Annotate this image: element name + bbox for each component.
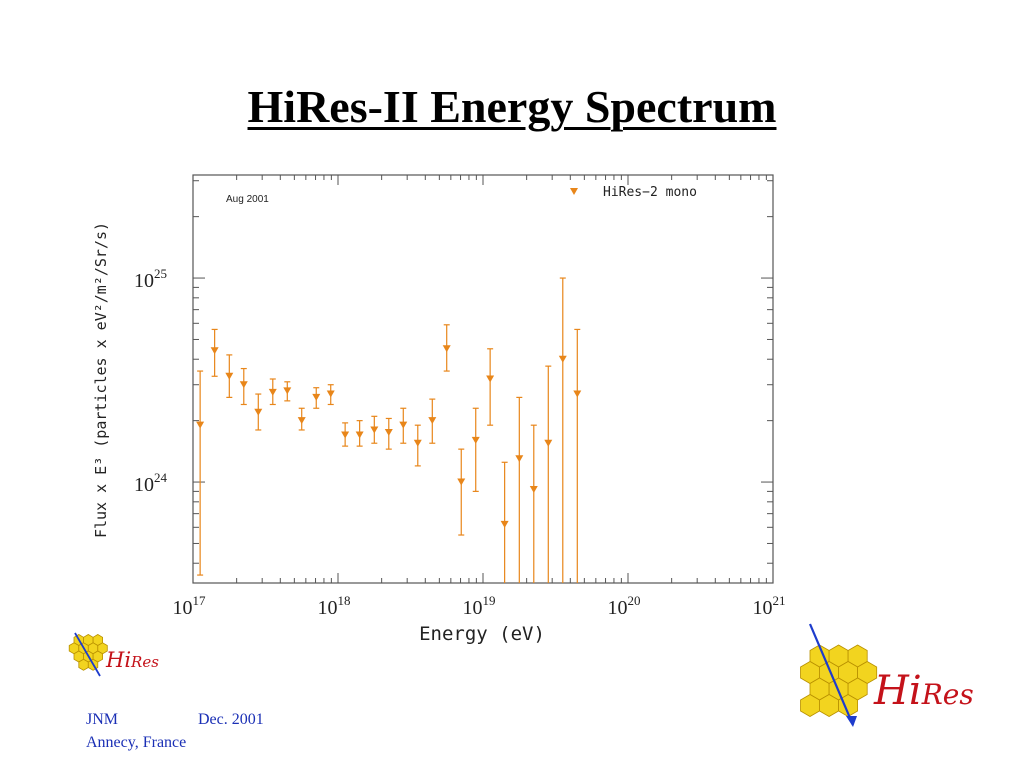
footer-author: JNM: [86, 711, 119, 728]
data-point: [384, 428, 393, 436]
arrow-head-icon: [846, 716, 857, 727]
data-point: [471, 436, 480, 444]
data-point: [297, 417, 306, 425]
logo-text: HiRes: [105, 648, 159, 672]
data-point: [225, 372, 234, 380]
data-point: [442, 345, 451, 353]
data-point: [573, 390, 582, 398]
y-tick-label: 1025: [134, 266, 167, 292]
hexagon-cluster-icon: [68, 634, 108, 671]
data-point: [515, 455, 524, 463]
legend-marker: [570, 188, 578, 195]
x-axis-label: Energy (eV): [419, 623, 545, 645]
x-tick-label: 1021: [753, 593, 786, 619]
y-tick-labels: 1024 1025: [134, 266, 168, 496]
hires-logo-large: HiRes: [800, 623, 974, 727]
data-point: [210, 347, 219, 355]
data-point: [239, 381, 248, 389]
data-point: [326, 390, 335, 398]
data-point: [370, 426, 379, 434]
hires-logo-small: HiRes: [68, 632, 159, 677]
data-point: [500, 520, 509, 528]
arrow-icon: [74, 632, 101, 677]
chart-annotation: Aug 2001: [226, 194, 269, 205]
x-tick-label: 1020: [608, 593, 641, 619]
x-tick-labels: 1017 1018 1019 1020 1021: [173, 593, 786, 619]
x-tick-label: 1017: [173, 593, 207, 619]
data-point: [457, 478, 466, 486]
x-tick-label: 1018: [318, 593, 351, 619]
logo-text: HiRes: [873, 668, 974, 714]
data-point: [341, 431, 350, 439]
footer: JNM Dec. 2001 Annecy, France: [86, 708, 264, 754]
x-tick-label: 1019: [463, 593, 496, 619]
slide-title: HiRes-II Energy Spectrum: [247, 81, 777, 132]
data-point: [196, 421, 205, 429]
data-point: [529, 485, 538, 493]
arrow-icon: [808, 623, 855, 726]
data-point: [283, 387, 292, 395]
data-point: [413, 439, 422, 447]
y-axis-label: Flux x E³ (particles x eV²/m²/Sr/s): [92, 222, 110, 538]
data-markers: [196, 345, 582, 528]
data-point: [428, 417, 437, 425]
hexagon-cluster-icon: [800, 644, 878, 717]
data-point: [355, 431, 364, 439]
legend: HiRes−2 mono: [570, 185, 697, 200]
footer-location: Annecy, France: [86, 734, 187, 751]
axis-ticks: [192, 175, 774, 583]
data-point: [486, 375, 495, 383]
data-point: [544, 439, 553, 447]
data-point: [399, 421, 408, 429]
y-tick-label: 1024: [134, 470, 168, 496]
hexagon: [78, 658, 89, 671]
legend-label: HiRes−2 mono: [603, 185, 697, 200]
data-point: [268, 388, 277, 396]
data-point: [312, 393, 321, 401]
footer-date: Dec. 2001: [198, 711, 264, 728]
plot-frame: [192, 174, 774, 584]
data-point: [558, 355, 567, 363]
data-point: [254, 408, 263, 416]
